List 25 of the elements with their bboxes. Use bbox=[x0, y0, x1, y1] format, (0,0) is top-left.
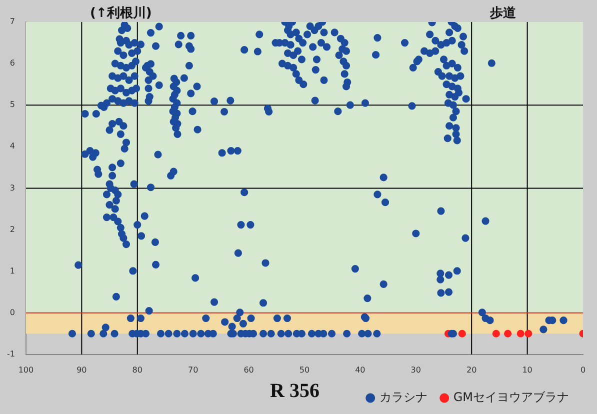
y-tick-label: -1 bbox=[6, 349, 15, 358]
text: (↑利根川) bbox=[90, 5, 152, 22]
y-tick-label: 5 bbox=[10, 100, 15, 110]
y-tick-label: 0 bbox=[10, 308, 15, 317]
x-tick-label: 80 bbox=[132, 365, 142, 374]
text: R 356 bbox=[270, 380, 320, 403]
x-tick-label: 20 bbox=[466, 365, 477, 374]
y-tick-label: 4 bbox=[10, 142, 15, 151]
legend-label: カラシナ bbox=[379, 390, 428, 404]
x-tick-label: 70 bbox=[188, 365, 198, 374]
x-tick-label: 50 bbox=[299, 365, 310, 374]
x-tick-label: 0 bbox=[580, 365, 586, 374]
y-tick-label: 2 bbox=[10, 224, 15, 234]
text: 歩道 bbox=[490, 5, 516, 22]
x-tick-label: 100 bbox=[18, 365, 34, 374]
x-tick-label: 40 bbox=[355, 365, 366, 374]
y-tick-label: 3 bbox=[10, 183, 15, 192]
x-tick-label: 30 bbox=[410, 365, 421, 374]
y-tick-label: 7 bbox=[10, 17, 15, 26]
y-tick-label: 1 bbox=[10, 266, 15, 276]
x-tick-label: 10 bbox=[522, 365, 532, 374]
x-tick-label: 90 bbox=[76, 365, 87, 374]
x-tick-label: 60 bbox=[244, 365, 254, 374]
legend-label: GMセイヨウアブラナ bbox=[453, 390, 570, 404]
y-tick-label: 6 bbox=[10, 58, 15, 68]
